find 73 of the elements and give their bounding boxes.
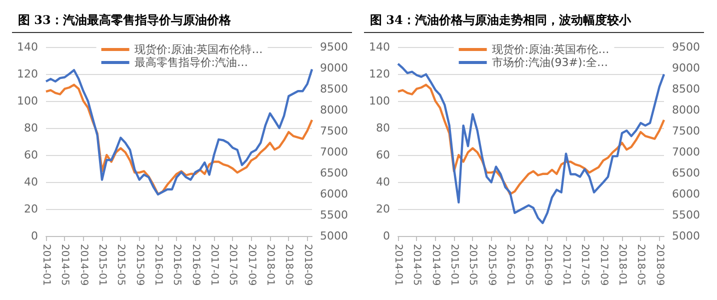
x-tick-label: 2016-05	[523, 244, 534, 286]
y2-tick-label: 6000	[320, 188, 348, 200]
x-tick-label: 2015-05	[467, 244, 478, 286]
x-tick-label: 2017-09	[246, 244, 257, 286]
y-tick-label: 100	[17, 94, 38, 108]
y2-tick-label: 7500	[320, 124, 348, 138]
y-tick-label: 0	[383, 230, 390, 242]
x-tick-label: 2014-09	[430, 244, 441, 286]
y-tick-label: 140	[17, 40, 38, 54]
x-tick-label: 2016-05	[171, 244, 182, 286]
x-tick-label: 2014-09	[78, 244, 89, 286]
legend-label: 最高零售指导价:汽油…	[134, 56, 248, 69]
x-tick-label: 2015-05	[115, 244, 126, 286]
y-tick-label: 120	[17, 68, 38, 80]
y-tick-label: 40	[376, 176, 390, 188]
y-tick-label: 20	[24, 202, 38, 216]
x-tick-label: 2015-01	[448, 244, 460, 286]
y2-tick-label: 9500	[672, 40, 700, 54]
y2-tick-label: 5500	[672, 208, 700, 222]
y-tick-label: 60	[376, 148, 390, 162]
y2-tick-label: 5000	[320, 230, 348, 242]
x-tick-label: 2018-09	[302, 244, 313, 286]
y2-tick-label: 9500	[320, 40, 348, 54]
x-tick-label: 2018-05	[283, 244, 294, 286]
x-tick-label: 2014-01	[40, 244, 52, 286]
x-tick-label: 2018-01	[616, 244, 628, 286]
x-tick-label: 2017-01	[560, 244, 572, 286]
y-tick-label: 80	[376, 122, 390, 134]
y-tick-label: 140	[369, 40, 390, 54]
y2-tick-label: 6500	[672, 166, 700, 180]
x-tick-label: 2018-01	[264, 244, 276, 286]
chart-title: 图 34：汽油价格与原油走势相同，波动幅度较小	[364, 8, 704, 33]
x-tick-label: 2018-09	[654, 244, 665, 286]
y2-tick-label: 9000	[320, 62, 348, 74]
x-tick-label: 2014-05	[411, 244, 422, 286]
x-tick-label: 2016-01	[152, 244, 164, 286]
y-tick-label: 0	[31, 230, 38, 242]
x-tick-label: 2016-09	[542, 244, 553, 286]
y2-tick-label: 8000	[320, 104, 348, 116]
y2-tick-label: 6000	[672, 188, 700, 200]
chart-title: 图 33：汽油最高零售指导价与原油价格	[12, 8, 352, 33]
y-tick-label: 20	[376, 202, 390, 216]
x-tick-label: 2016-01	[504, 244, 516, 286]
x-tick-label: 2016-09	[190, 244, 201, 286]
y2-tick-label: 5500	[320, 208, 348, 222]
y-tick-label: 40	[24, 176, 38, 188]
y-tick-label: 100	[369, 94, 390, 108]
x-tick-label: 2017-05	[227, 244, 238, 286]
x-tick-label: 2014-01	[392, 244, 404, 286]
y2-tick-label: 9000	[672, 62, 700, 74]
y2-tick-label: 8500	[320, 82, 348, 96]
y2-tick-label: 5000	[672, 230, 700, 242]
y2-tick-label: 7000	[672, 146, 700, 158]
y2-tick-label: 7500	[672, 124, 700, 138]
y2-tick-label: 8000	[672, 104, 700, 116]
legend-label: 现货价:原油:英国布伦特…	[134, 43, 263, 56]
x-tick-label: 2014-05	[59, 244, 70, 286]
x-tick-label: 2018-05	[635, 244, 646, 286]
y-tick-label: 60	[24, 148, 38, 162]
x-tick-label: 2015-09	[486, 244, 497, 286]
y2-tick-label: 7000	[320, 146, 348, 158]
x-tick-label: 2015-09	[134, 244, 145, 286]
y2-tick-label: 6500	[320, 166, 348, 180]
line-series	[396, 84, 666, 196]
y-tick-label: 120	[369, 68, 390, 80]
legend-label: 现货价:原油:英国布伦…	[492, 43, 610, 56]
legend-label: 市场价:汽油(93#):全…	[492, 56, 608, 69]
y2-tick-label: 8500	[672, 82, 700, 96]
x-tick-label: 2015-01	[96, 244, 108, 286]
x-tick-label: 2017-01	[208, 244, 220, 286]
x-tick-label: 2017-05	[579, 244, 590, 286]
x-tick-label: 2017-09	[598, 244, 609, 286]
y-tick-label: 80	[24, 122, 38, 134]
